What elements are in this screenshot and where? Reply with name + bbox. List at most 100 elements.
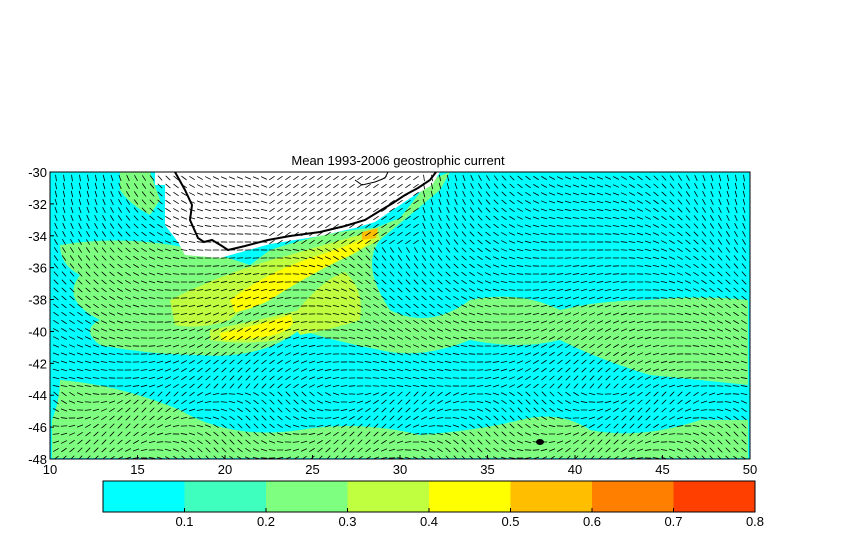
current-arrow — [461, 279, 467, 285]
current-arrow — [381, 239, 387, 245]
current-arrow — [693, 271, 699, 277]
current-arrow — [413, 415, 419, 421]
current-arrow — [396, 449, 404, 451]
current-arrow — [700, 344, 708, 348]
current-arrow — [532, 328, 540, 332]
current-arrow — [165, 216, 171, 220]
current-arrow — [93, 255, 99, 261]
current-arrow — [397, 207, 403, 213]
current-arrow — [589, 359, 595, 365]
current-arrow — [500, 297, 508, 299]
current-arrow — [533, 391, 539, 397]
current-arrow — [620, 304, 628, 308]
current-arrow — [574, 455, 579, 459]
current-arrow — [636, 328, 644, 332]
current-arrow — [212, 192, 220, 196]
current-arrow — [349, 439, 355, 445]
current-arrow — [77, 319, 83, 325]
current-arrow — [284, 352, 292, 356]
current-arrow — [309, 207, 315, 213]
current-arrow — [452, 344, 460, 348]
current-arrow — [580, 217, 588, 219]
current-arrow — [357, 271, 363, 277]
current-arrow — [701, 223, 707, 229]
current-arrow — [446, 206, 450, 214]
current-arrow — [413, 183, 419, 189]
current-arrow — [452, 417, 460, 419]
current-arrow — [405, 319, 411, 325]
current-arrow — [652, 256, 660, 260]
current-arrow — [454, 190, 458, 198]
current-arrow — [564, 296, 572, 300]
current-arrow — [701, 439, 707, 445]
current-arrow — [309, 215, 315, 221]
current-arrow — [404, 360, 412, 364]
current-arrow — [429, 263, 435, 269]
current-arrow — [612, 192, 620, 196]
current-arrow — [300, 425, 308, 427]
current-arrow — [340, 329, 348, 331]
current-arrow — [421, 311, 427, 317]
current-arrow — [325, 439, 331, 445]
current-arrow — [581, 367, 587, 373]
current-arrow — [236, 296, 244, 300]
current-arrow — [60, 376, 68, 380]
current-arrow — [365, 271, 371, 277]
current-arrow — [397, 295, 403, 301]
current-arrow — [373, 231, 379, 237]
current-arrow — [476, 320, 484, 324]
current-arrow — [93, 271, 99, 277]
current-arrow — [293, 207, 299, 213]
current-arrow — [332, 288, 340, 292]
current-arrow — [53, 391, 59, 397]
current-arrow — [732, 368, 740, 372]
current-arrow — [446, 198, 450, 206]
current-arrow — [686, 174, 690, 182]
current-arrow — [237, 423, 243, 429]
current-arrow — [732, 336, 740, 340]
current-arrow — [460, 296, 468, 300]
current-arrow — [629, 367, 635, 373]
current-arrow — [109, 247, 115, 253]
current-arrow — [196, 400, 204, 404]
current-arrow — [308, 432, 316, 436]
current-arrow — [277, 231, 283, 237]
current-arrow — [332, 272, 340, 276]
current-arrow — [293, 375, 299, 381]
current-arrow — [157, 215, 163, 221]
current-arrow — [61, 255, 67, 261]
current-arrow — [541, 352, 547, 356]
current-arrow — [694, 174, 698, 182]
current-arrow — [220, 408, 228, 412]
current-arrow — [381, 415, 387, 421]
current-arrow — [661, 391, 667, 397]
current-arrow — [540, 424, 548, 428]
current-arrow — [572, 208, 580, 212]
current-arrow — [268, 296, 276, 300]
current-arrow — [636, 360, 644, 364]
current-arrow — [596, 416, 604, 420]
current-arrow — [373, 287, 379, 293]
current-arrow — [132, 448, 140, 452]
current-arrow — [333, 256, 339, 260]
current-arrow — [605, 375, 611, 381]
current-arrow — [509, 175, 515, 181]
current-arrow — [741, 319, 747, 325]
current-arrow — [325, 175, 331, 181]
current-arrow — [333, 183, 339, 189]
current-arrow — [444, 336, 452, 340]
current-arrow — [269, 344, 275, 348]
current-arrow — [460, 328, 468, 332]
current-arrow — [373, 255, 379, 261]
current-arrow — [404, 368, 412, 372]
current-arrow — [725, 263, 731, 269]
current-arrow — [564, 217, 572, 219]
current-arrow — [404, 432, 412, 436]
current-arrow — [660, 352, 668, 356]
current-arrow — [405, 223, 411, 229]
current-arrow — [437, 239, 443, 245]
current-arrow — [252, 200, 260, 204]
current-arrow — [445, 295, 451, 301]
current-arrow — [612, 176, 620, 180]
current-arrow — [428, 448, 436, 452]
